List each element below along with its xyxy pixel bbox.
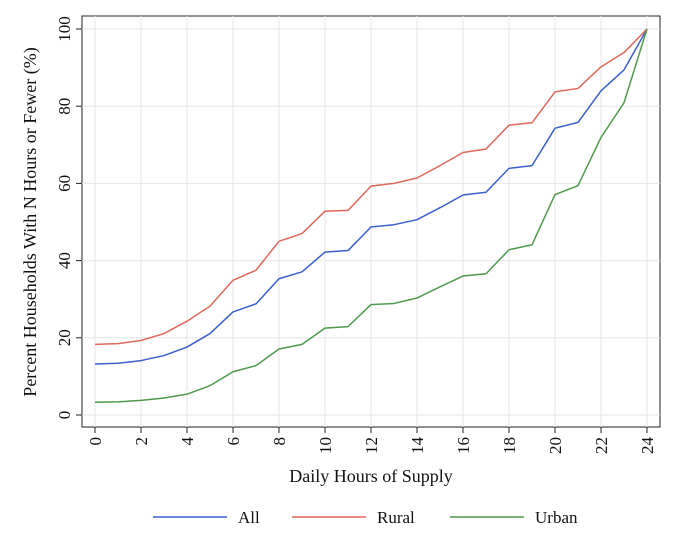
x-tick-label: 20	[546, 437, 565, 454]
gridlines	[82, 16, 660, 427]
x-tick-label: 22	[592, 437, 611, 454]
series-line-urban	[94, 28, 648, 404]
legend-label-rural: Rural	[377, 508, 415, 527]
x-tick-label: 24	[638, 437, 657, 455]
x-tick-label: 10	[316, 437, 335, 454]
y-tick-label: 20	[55, 329, 74, 346]
y-tick-label: 80	[55, 98, 74, 115]
x-tick-label: 6	[224, 437, 243, 446]
x-tick-label: 12	[362, 437, 381, 454]
y-axis-title: Percent Households With N Hours or Fewer…	[20, 47, 41, 396]
series-line-rural	[94, 28, 648, 346]
series-lines	[94, 28, 648, 404]
x-tick-label: 2	[132, 437, 151, 446]
y-tick-label: 100	[55, 16, 74, 42]
x-tick-label: 14	[408, 437, 427, 455]
x-tick-label: 18	[500, 437, 519, 454]
y-tick-label: 60	[55, 175, 74, 192]
x-tick-label: 4	[178, 437, 197, 446]
legend-label-urban: Urban	[535, 508, 578, 527]
x-tick-label: 8	[270, 437, 289, 446]
legend: All Rural Urban	[153, 508, 578, 527]
x-axis-title: Daily Hours of Supply	[289, 466, 453, 486]
y-tick-label: 0	[55, 411, 74, 420]
x-tick-label: 16	[454, 437, 473, 454]
x-tick-label: 0	[86, 437, 105, 446]
series-line-all	[94, 28, 648, 365]
y-tick-label: 40	[55, 252, 74, 269]
legend-label-all: All	[238, 508, 260, 527]
